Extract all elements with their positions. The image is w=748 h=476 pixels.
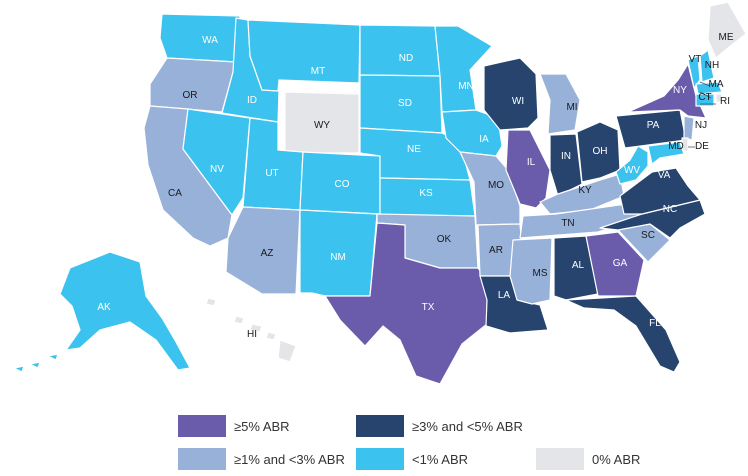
state-hi-island (205, 297, 217, 307)
state-ga (585, 231, 645, 297)
state-tx (324, 222, 488, 385)
state-mo (459, 151, 521, 226)
state-wa (159, 13, 241, 63)
state-label-in: IN (561, 151, 571, 162)
state-label-la: LA (498, 290, 511, 301)
state-ri (715, 93, 723, 103)
state-vt (687, 55, 701, 89)
leader-lines (688, 81, 716, 148)
state-hi (277, 339, 297, 363)
state-label-hi: HI (247, 329, 257, 340)
state-labels: WA OR CA ID NV MT WY UT AZ CO NM ND SD NE KS OK TX MN IA MO… (97, 32, 734, 340)
state-label-ct: CT (698, 92, 711, 103)
state-mn (434, 25, 493, 113)
state-md (647, 141, 685, 165)
state-mt (247, 19, 361, 92)
state-ia (441, 109, 503, 157)
state-label-id: ID (247, 95, 257, 106)
state-label-wa: WA (202, 35, 218, 46)
state-label-md: MD (668, 141, 684, 152)
state-al (553, 235, 599, 301)
state-hi-island (233, 315, 245, 325)
state-label-ut: UT (265, 168, 278, 179)
state-ak-island (29, 361, 41, 369)
state-label-ky: KY (578, 185, 592, 196)
state-fl (565, 295, 681, 373)
state-label-ny: NY (673, 85, 687, 96)
state-label-oh: OH (593, 146, 608, 157)
state-label-co: CO (335, 179, 350, 190)
state-label-va: VA (658, 170, 671, 181)
state-label-il: IL (527, 157, 536, 168)
state-label-mn: MN (458, 81, 474, 92)
state-ms (509, 237, 553, 305)
state-or (149, 57, 237, 113)
state-ma (695, 81, 723, 95)
state-label-vt: VT (689, 54, 702, 65)
state-nd (359, 24, 441, 77)
state-label-fl: FL (649, 318, 661, 329)
state-hi-island (249, 323, 263, 333)
state-label-sd: SD (398, 98, 412, 109)
state-label-ok: OK (437, 234, 452, 245)
states-layer (13, 1, 747, 385)
state-ak-island (47, 353, 59, 361)
state-label-ri: RI (720, 96, 730, 107)
state-ak (59, 251, 191, 371)
state-label-ak: AK (97, 302, 111, 313)
state-label-pa: PA (647, 120, 660, 131)
state-ak-island (13, 365, 25, 373)
state-label-tx: TX (422, 302, 435, 313)
state-label-nj: NJ (695, 120, 707, 131)
state-label-ar: AR (489, 245, 503, 256)
state-de (681, 137, 689, 153)
state-in (549, 133, 583, 197)
state-label-wv: WV (624, 165, 640, 176)
state-label-mi: MI (566, 102, 577, 113)
state-wv (615, 145, 649, 185)
state-label-tn: TN (561, 218, 574, 229)
state-label-nm: NM (330, 252, 346, 263)
state-label-ne: NE (407, 144, 421, 155)
state-label-ks: KS (419, 188, 433, 199)
state-label-ca: CA (168, 188, 182, 199)
state-label-sc: SC (641, 230, 655, 241)
state-label-wy: WY (314, 120, 330, 131)
state-label-nh: NH (705, 60, 719, 71)
state-mi (539, 73, 581, 135)
state-va (619, 167, 701, 215)
state-wy (284, 91, 360, 154)
state-hi-island (265, 331, 277, 341)
state-label-ms: MS (533, 268, 548, 279)
state-label-mo: MO (488, 180, 504, 191)
state-wi (483, 57, 539, 131)
state-label-ia: IA (479, 134, 489, 145)
state-label-ga: GA (613, 258, 628, 269)
state-nh (699, 49, 715, 83)
state-label-wi: WI (512, 96, 524, 107)
state-label-nd: ND (399, 53, 413, 64)
state-label-nv: NV (210, 164, 224, 175)
state-label-de: DE (695, 141, 709, 152)
state-label-mt: MT (311, 66, 325, 77)
state-nj (683, 115, 695, 141)
state-label-al: AL (572, 260, 585, 271)
state-label-ma: MA (709, 79, 724, 90)
state-label-me: ME (719, 32, 734, 43)
state-me (707, 1, 747, 59)
state-label-az: AZ (261, 248, 274, 259)
state-nv (182, 108, 251, 216)
state-label-nc: NC (663, 204, 677, 215)
state-label-or: OR (183, 90, 198, 101)
